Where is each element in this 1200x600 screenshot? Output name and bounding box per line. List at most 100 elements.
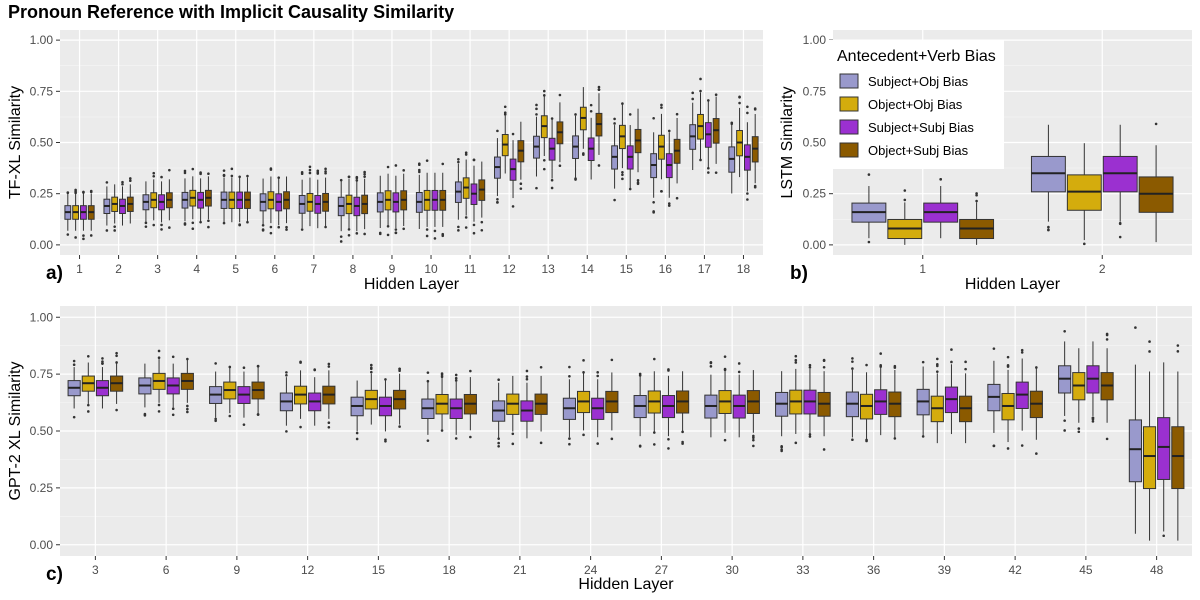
outlier-point [433,237,437,240]
outlier-point [1020,351,1024,354]
outlier-point [1148,350,1151,353]
outlier-point [865,363,868,367]
outlier-point [921,435,925,438]
outlier-point [568,442,571,446]
outlier-point [66,233,70,236]
x-tick-label: 39 [938,563,952,577]
outlier-point [660,103,663,107]
outlier-point [660,190,663,193]
y-tick-label: 0.00 [30,238,54,252]
outlier-point [214,362,217,365]
outlier-point [370,367,373,371]
outlier-point [384,438,387,441]
outlier-point [256,413,260,416]
outlier-point [269,231,273,235]
outlier-point [464,216,468,219]
x-tick-label: 42 [1008,563,1022,577]
legend-label: Subject+Obj Bias [868,74,969,89]
outlier-point [1006,365,1010,368]
y-tick-label: 1.00 [30,310,54,324]
outlier-point [113,229,116,232]
outlier-point [214,419,217,423]
outlier-point [246,220,249,224]
outlier-point [808,433,812,436]
outlier-point [1105,437,1109,441]
outlier-point [638,372,642,376]
y-tick-label: 1.00 [803,33,827,47]
outlier-point [308,171,312,175]
outlier-point [992,444,996,448]
outlier-point [503,113,507,116]
panel-tag: c) [46,564,63,585]
outlier-point [402,169,405,172]
outlier-point [582,153,585,156]
outlier-point [269,168,273,171]
outlier-point [950,348,953,351]
outlier-point [1154,122,1158,126]
x-tick-label: 24 [584,563,598,577]
x-tick-label: 2 [1099,262,1106,276]
outlier-point [222,221,226,225]
outlier-point [143,412,147,416]
outlier-point [503,105,507,109]
x-tick-label: 12 [301,563,315,577]
outlier-point [535,113,538,116]
outlier-point [418,168,421,172]
outlier-point [394,231,398,235]
outlier-point [129,177,132,180]
outlier-point [550,178,554,182]
outlier-point [238,175,241,179]
outlier-point [1162,534,1165,538]
outlier-point [780,445,783,449]
outlier-point [418,170,421,174]
legend-label: Subject+Subj Bias [868,120,974,135]
outlier-point [667,368,670,371]
outlier-point [355,179,359,182]
legend-key-object-subj [839,142,859,158]
outlier-point [115,408,118,412]
x-tick-label: 8 [350,262,357,276]
legend-key-subject-subj [839,119,859,135]
outlier-point [115,351,118,355]
legend-item: Object+Obj Bias [839,96,963,112]
outlier-point [152,174,156,178]
outlier-point [300,170,304,174]
x-axis-label: Hidden Layer [578,576,674,593]
outlier-point [653,443,656,446]
outlier-point [152,171,156,175]
outlier-point [596,371,599,374]
outlier-point [613,117,616,121]
outlier-point [299,361,302,364]
outlier-point [1047,228,1050,232]
outlier-point [746,111,749,115]
outlier-point [660,106,663,109]
outlier-point [496,129,499,133]
outlier-point [454,373,458,377]
outlier-point [72,415,76,419]
outlier-point [472,231,476,235]
outlier-point [851,360,854,363]
outlier-point [440,372,444,375]
outlier-point [851,367,854,370]
outlier-point [737,362,741,365]
x-tick-label: 3 [154,262,161,276]
outlier-point [511,205,515,208]
outlier-point [222,169,226,172]
outlier-point [230,174,234,178]
outlier-point [596,442,599,445]
outlier-point [511,132,515,136]
outlier-point [653,431,656,434]
outlier-point [347,233,351,237]
outlier-point [1091,417,1095,421]
outlier-point [539,441,543,445]
outlier-point [903,189,907,192]
outlier-point [186,410,189,414]
outlier-point [582,371,585,374]
x-tick-label: 6 [163,563,170,577]
outlier-point [457,160,460,164]
outlier-point [497,444,500,448]
outlier-point [653,357,656,361]
outlier-point [72,363,76,367]
outlier-point [440,375,444,379]
outlier-point [628,113,632,116]
